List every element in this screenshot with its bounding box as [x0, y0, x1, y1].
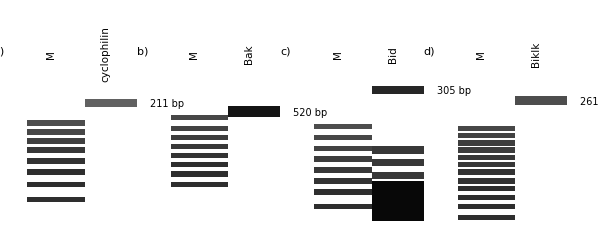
- Bar: [457, 186, 515, 191]
- Bar: [457, 141, 515, 146]
- Bar: [371, 181, 424, 221]
- Text: M: M: [46, 50, 56, 59]
- Bar: [457, 215, 515, 220]
- Bar: [27, 159, 84, 164]
- Bar: [457, 155, 515, 161]
- Bar: [314, 204, 371, 209]
- Bar: [27, 170, 84, 175]
- Bar: [170, 144, 228, 150]
- Bar: [457, 204, 515, 209]
- Text: Biklk: Biklk: [531, 42, 541, 67]
- Text: M: M: [477, 50, 486, 59]
- Bar: [371, 147, 424, 154]
- Bar: [170, 162, 228, 168]
- Bar: [457, 170, 515, 175]
- Bar: [314, 190, 371, 195]
- Bar: [170, 115, 228, 120]
- Bar: [515, 97, 568, 106]
- Bar: [170, 153, 228, 159]
- Text: M: M: [333, 50, 343, 59]
- Bar: [170, 171, 228, 177]
- Bar: [27, 120, 84, 126]
- Bar: [170, 135, 228, 141]
- Bar: [314, 146, 371, 151]
- Text: 305 bp: 305 bp: [437, 86, 471, 96]
- Bar: [371, 160, 424, 167]
- Text: b): b): [137, 46, 148, 56]
- Bar: [27, 182, 84, 188]
- Bar: [314, 124, 371, 130]
- Bar: [457, 126, 515, 132]
- Bar: [371, 86, 424, 95]
- Text: d): d): [424, 46, 435, 56]
- Bar: [457, 195, 515, 200]
- Text: a): a): [0, 46, 5, 56]
- Text: cyclophilin: cyclophilin: [100, 26, 111, 82]
- Bar: [84, 99, 137, 107]
- Bar: [170, 126, 228, 132]
- Bar: [457, 162, 515, 168]
- Bar: [27, 139, 84, 144]
- Bar: [457, 148, 515, 153]
- Bar: [27, 130, 84, 135]
- Bar: [314, 157, 371, 162]
- Text: 520 bp: 520 bp: [293, 107, 328, 117]
- Text: Bid: Bid: [388, 46, 398, 63]
- Text: Bak: Bak: [244, 45, 254, 64]
- Bar: [228, 107, 280, 118]
- Bar: [27, 148, 84, 153]
- Bar: [371, 172, 424, 179]
- Bar: [457, 179, 515, 184]
- Bar: [457, 133, 515, 139]
- Text: M: M: [190, 50, 199, 59]
- Bar: [170, 182, 228, 188]
- Bar: [314, 135, 371, 141]
- Text: c): c): [280, 46, 291, 56]
- Text: 211 bp: 211 bp: [150, 98, 184, 108]
- Bar: [27, 197, 84, 202]
- Text: 261 bp: 261 bp: [580, 97, 598, 107]
- Bar: [314, 168, 371, 173]
- Bar: [314, 179, 371, 184]
